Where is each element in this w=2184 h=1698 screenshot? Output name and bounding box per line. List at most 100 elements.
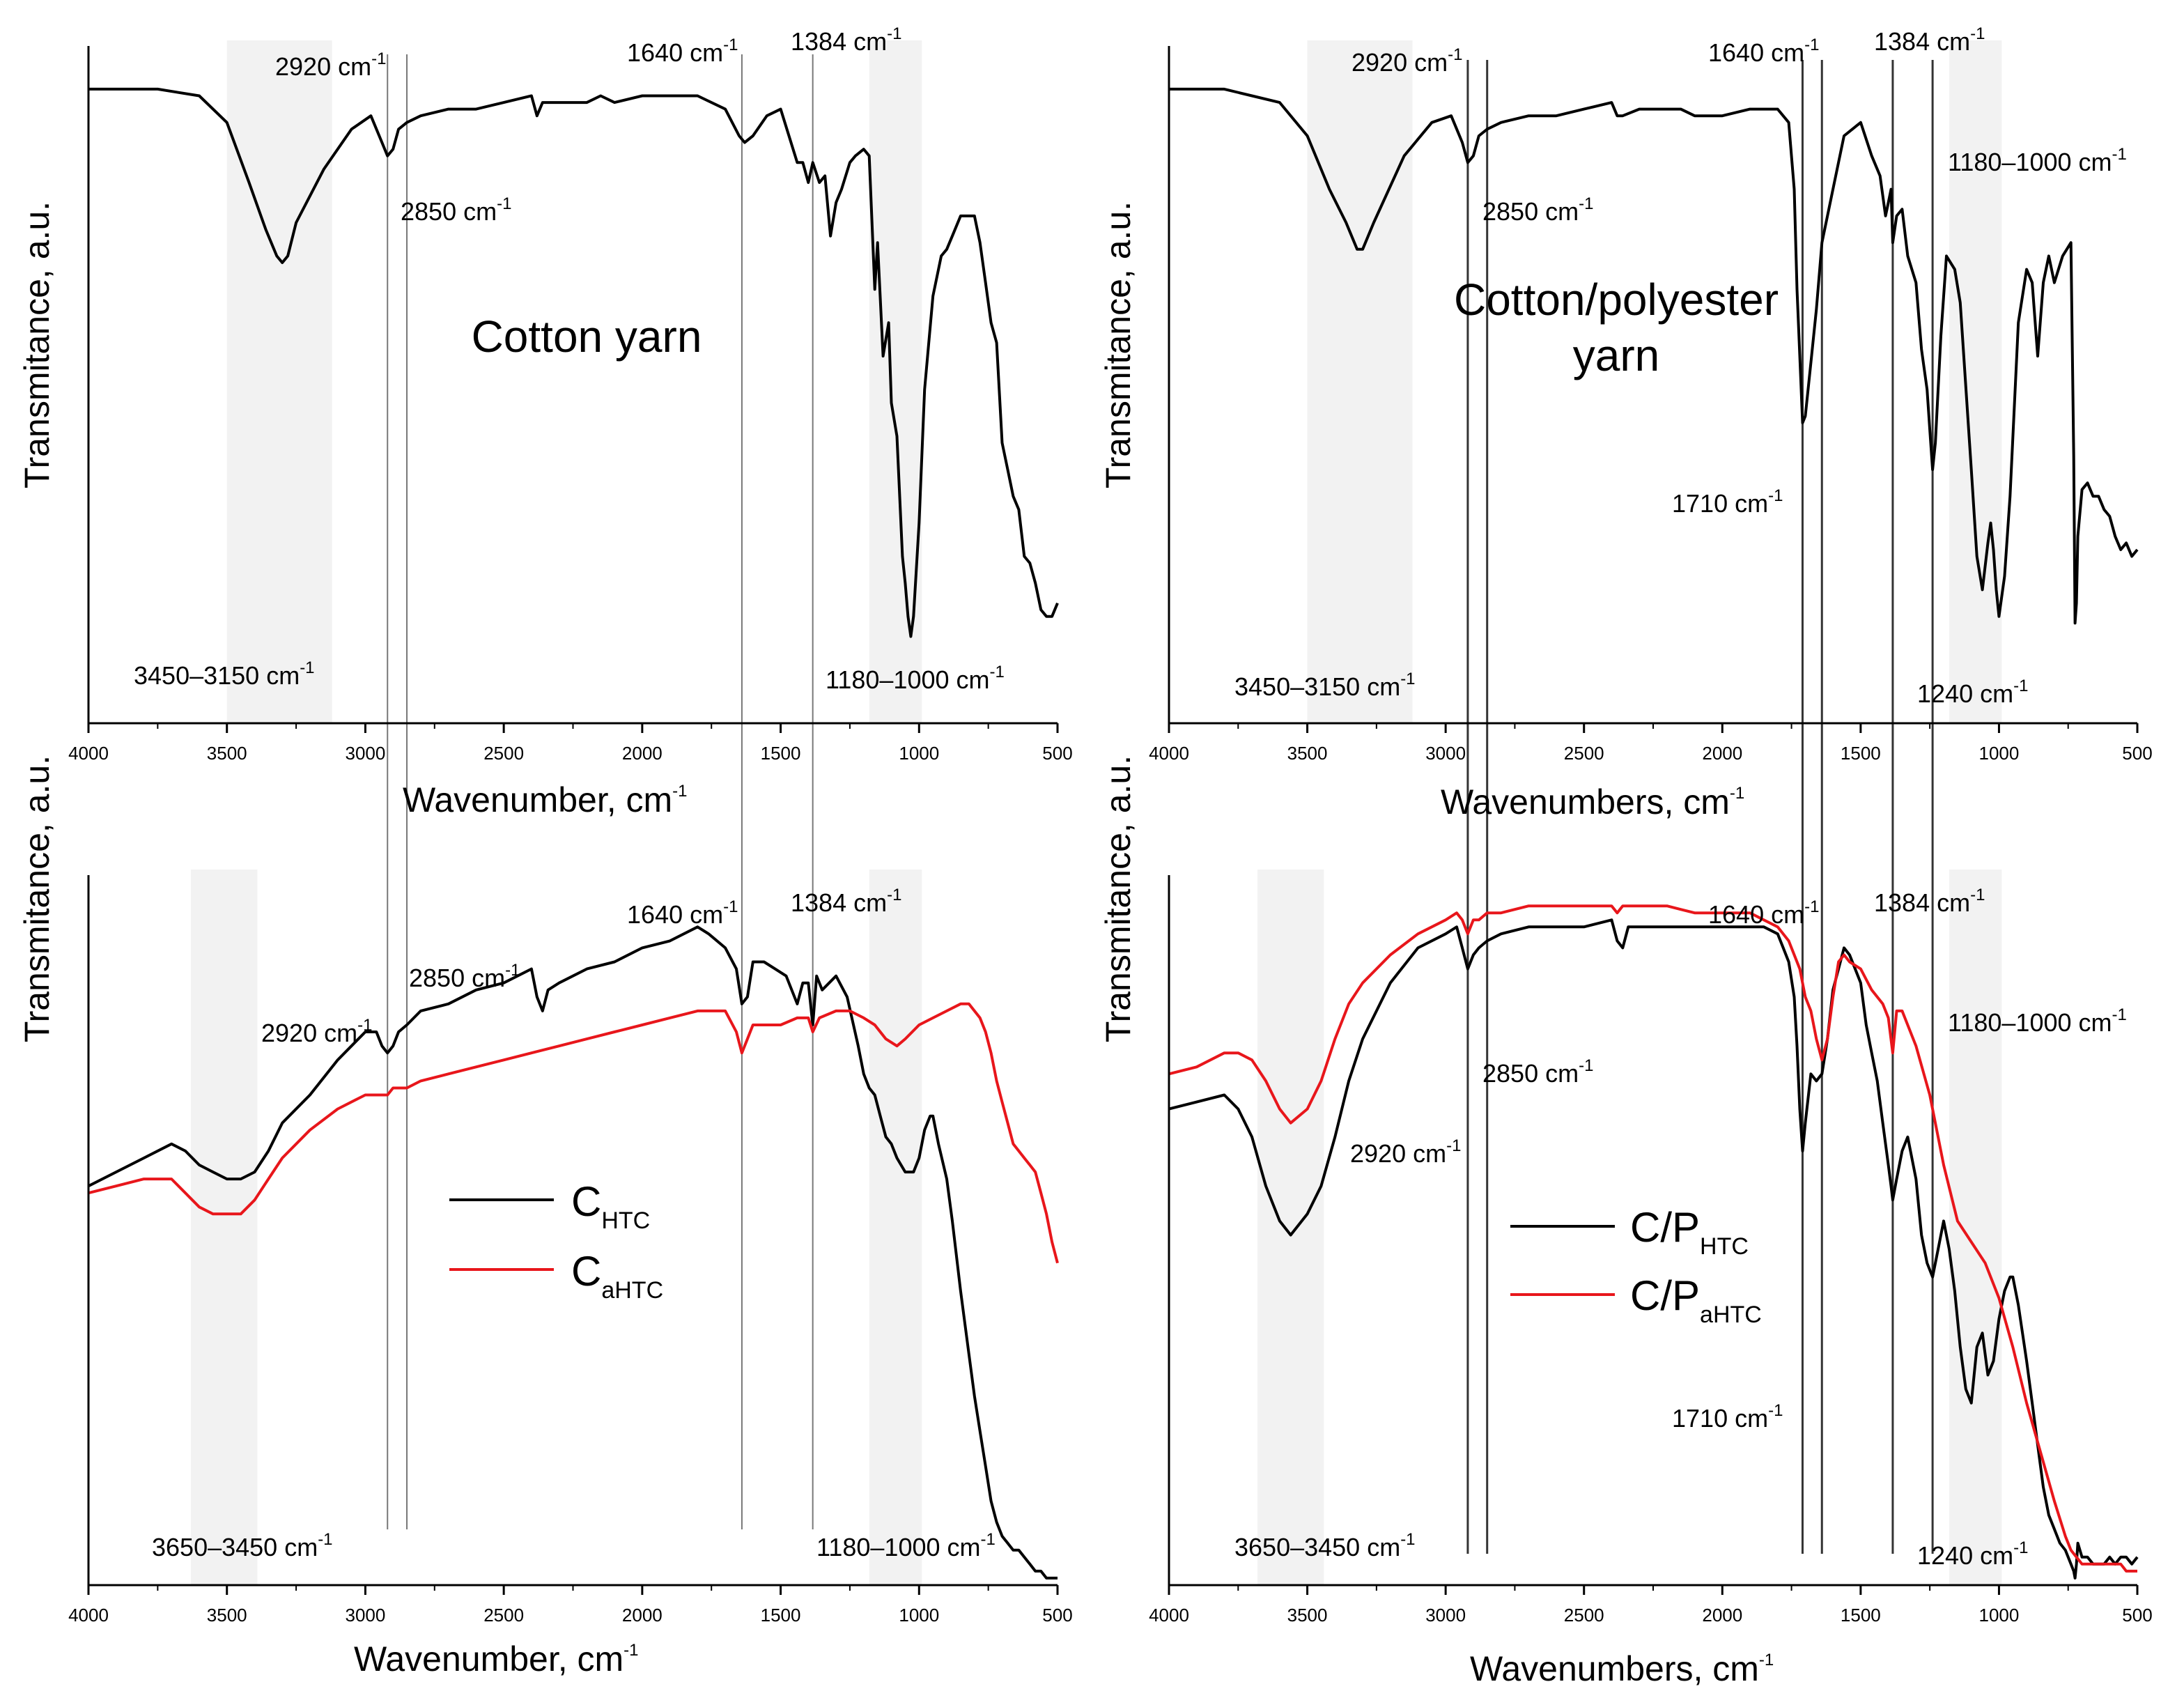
x-axis-title-text: Wavenumbers, cm: [1470, 1649, 1759, 1688]
shaded-band-1: [1949, 40, 2002, 723]
x-tick-label-2500: 2500: [1564, 1605, 1604, 1626]
sample-label-line2: yarn: [1573, 330, 1660, 380]
sample-label: Cotton yarn: [472, 311, 702, 362]
panel-cotton-htc: 4000 3500 3000 2500 2000 1500 1000 500 Transmit…: [17, 755, 1073, 1678]
annotation-2920: 2920 cm-1: [275, 49, 386, 81]
y-axis-title: Transmitance, a.u.: [1099, 755, 1138, 1042]
x-tick-label-3500: 3500: [207, 743, 247, 764]
x-axis-title-text: Wavenumber, cm: [403, 780, 672, 819]
x-tick-label-2000: 2000: [1702, 1605, 1742, 1626]
shaded-band-0: [191, 870, 258, 1585]
legend: C/PHTC C/PaHTC: [1510, 1204, 1762, 1328]
annotation-band-co: 1180–1000 cm-1: [826, 663, 1005, 694]
series-layer: [1169, 87, 2139, 625]
y-axis-title: Transmitance, a.u.: [17, 201, 56, 488]
x-tick-label-1500: 1500: [761, 743, 801, 764]
x-tick-label-4000: 4000: [68, 743, 109, 764]
x-ticks: 4000 3500 3000 2500 2000 1500 1000 500: [68, 1585, 1073, 1626]
annotation-band-co: 1180–1000 cm-1: [1948, 145, 2127, 176]
x-axis-title-sup: -1: [1730, 784, 1744, 803]
annotation-1710: 1710 cm-1: [1672, 1401, 1783, 1433]
legend-label-chtc: CHTC: [571, 1178, 650, 1234]
x-tick-label-3500: 3500: [1287, 1605, 1328, 1626]
shaded-band-0: [1307, 40, 1413, 723]
annotation-2850: 2850 cm-1: [1482, 1056, 1593, 1088]
series-line-0: [1169, 87, 2139, 625]
x-tick-label-3000: 3000: [1425, 1605, 1466, 1626]
shaded-band-1: [869, 870, 922, 1585]
y-axis-title: Transmitance, a.u.: [17, 755, 56, 1042]
reference-lines: [1466, 60, 1934, 1554]
x-ticks: 4000 3500 3000 2500 2000 1500 1000 500: [1149, 1585, 2153, 1626]
x-tick-label-500: 500: [1042, 743, 1072, 764]
x-tick-label-500: 500: [1042, 1605, 1072, 1626]
panel-cotton-polyester-yarn: 4000 3500 3000 2500 2000 1500 1000 500 Transmit…: [1099, 24, 2153, 1554]
shaded-band-0: [1257, 870, 1324, 1585]
x-axis-title: Wavenumbers, cm-1: [1470, 1649, 1774, 1688]
x-tick-label-4000: 4000: [1149, 743, 1189, 764]
series-layer: [1168, 904, 2139, 1580]
x-tick-label-1000: 1000: [1979, 743, 2020, 764]
x-axis-title-sup: -1: [1759, 1651, 1774, 1669]
annotation-1640: 1640 cm-1: [627, 36, 738, 67]
annotation-1240: 1240 cm-1: [1917, 677, 2028, 708]
annotation-1640: 1640 cm-1: [1708, 897, 1819, 929]
annotation-band-oh: 3650–3450 cm-1: [152, 1530, 333, 1561]
x-tick-label-2000: 2000: [622, 743, 663, 764]
annotation-2850: 2850 cm-1: [409, 961, 520, 992]
series-line-0: [88, 87, 1059, 638]
x-tick-label-3500: 3500: [1287, 743, 1328, 764]
shaded-bands: [226, 40, 922, 723]
x-tick-label-1500: 1500: [1841, 1605, 1881, 1626]
x-tick-label-500: 500: [2122, 1605, 2152, 1626]
annotation-2850: 2850 cm-1: [1482, 194, 1593, 226]
x-tick-label-3000: 3000: [346, 1605, 386, 1626]
annotation-2920: 2920 cm-1: [1350, 1136, 1461, 1168]
x-tick-label-1000: 1000: [1979, 1605, 2020, 1626]
annotation-band-co: 1180–1000 cm-1: [816, 1530, 996, 1561]
x-axis-title: Wavenumbers, cm-1: [1441, 782, 1744, 821]
x-tick-label-1000: 1000: [899, 1605, 939, 1626]
x-axis-title: Wavenumber, cm-1: [354, 1639, 639, 1678]
x-tick-label-1500: 1500: [1841, 743, 1881, 764]
annotation-1240: 1240 cm-1: [1917, 1538, 2028, 1570]
series-layer: [88, 87, 1059, 638]
shaded-bands: [1257, 870, 2002, 1585]
x-tick-label-2500: 2500: [483, 743, 524, 764]
x-tick-label-3000: 3000: [1425, 743, 1466, 764]
series-line-1: [88, 1002, 1059, 1264]
x-tick-label-4000: 4000: [1149, 1605, 1189, 1626]
shaded-band-1: [1949, 870, 2002, 1585]
panel-cp-htc: 4000 3500 3000 2500 2000 1500 1000 500 Transmit…: [1099, 755, 2153, 1688]
legend: CHTC CaHTC: [449, 1178, 663, 1304]
x-tick-label-1500: 1500: [761, 1605, 801, 1626]
annotation-2920: 2920 cm-1: [1352, 45, 1462, 77]
x-tick-label-1000: 1000: [899, 743, 939, 764]
y-axis-title: Transmitance, a.u.: [1099, 201, 1138, 488]
x-axis-title-sup: -1: [624, 1641, 638, 1660]
series-layer: [88, 925, 1059, 1580]
x-ticks: 4000 3500 3000 2500 2000 1500 1000 500: [68, 723, 1073, 764]
x-tick-label-2500: 2500: [1564, 743, 1604, 764]
annotation-1384: 1384 cm-1: [791, 886, 901, 917]
legend-label-cpahtc: C/PaHTC: [1630, 1272, 1762, 1328]
reference-lines: [387, 54, 814, 1529]
annotation-band-co: 1180–1000 cm-1: [1948, 1005, 2127, 1037]
x-axis-title-sup: -1: [672, 782, 687, 801]
x-tick-label-500: 500: [2122, 743, 2152, 764]
x-tick-label-3500: 3500: [207, 1605, 247, 1626]
x-ticks: 4000 3500 3000 2500 2000 1500 1000 500: [1149, 723, 2153, 764]
x-axis-title-text: Wavenumbers, cm: [1441, 782, 1730, 821]
legend-label-cahtc: CaHTC: [571, 1248, 663, 1304]
series-line-1: [1168, 904, 2137, 1573]
annotation-2850: 2850 cm-1: [401, 194, 511, 226]
sample-label-line1: Cotton/polyester: [1454, 275, 1779, 325]
series-line-0: [88, 925, 1058, 1580]
annotation-1710: 1710 cm-1: [1672, 486, 1783, 518]
shaded-band-0: [226, 40, 332, 723]
x-axis-title-text: Wavenumber, cm: [354, 1639, 624, 1678]
x-tick-label-2000: 2000: [622, 1605, 663, 1626]
annotation-1640: 1640 cm-1: [627, 897, 738, 929]
x-tick-label-4000: 4000: [68, 1605, 109, 1626]
x-tick-label-2500: 2500: [483, 1605, 524, 1626]
